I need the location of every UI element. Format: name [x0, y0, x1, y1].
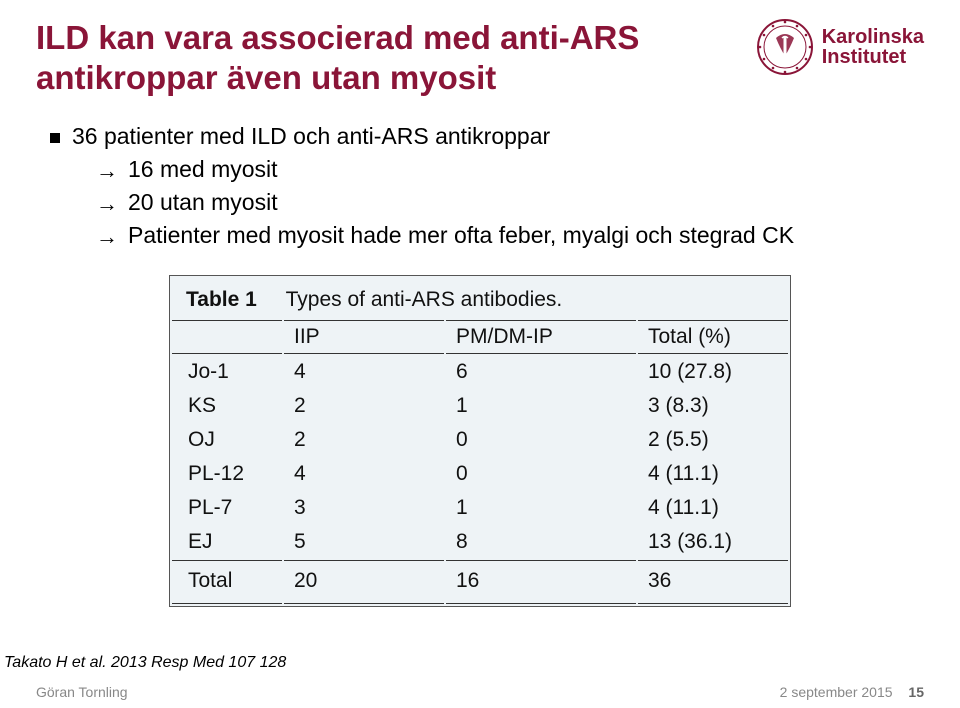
ars-table: Table 1 Types of anti-ARS antibodies. II…: [169, 275, 791, 607]
ki-logo: Karolinska Institutet: [756, 18, 924, 76]
arrow-icon: →: [96, 189, 118, 220]
bullet-sub-1: → 16 med myosit: [96, 156, 924, 187]
table-container: Table 1 Types of anti-ARS antibodies. II…: [36, 275, 924, 607]
footer-page: 15: [908, 684, 924, 700]
table-row: KS 2 1 3 (8.3): [172, 390, 788, 422]
bullet-sub-2: → 20 utan myosit: [96, 189, 924, 220]
footer-date: 2 september 2015: [780, 684, 893, 700]
bullet-main-text: 36 patienter med ILD och anti-ARS antikr…: [72, 123, 550, 150]
table-row: OJ 2 0 2 (5.5): [172, 424, 788, 456]
ki-name-line1: Karolinska: [822, 27, 924, 47]
col-pmdm: PM/DM-IP: [446, 320, 636, 354]
table-total-row: Total 20 16 36: [172, 560, 788, 604]
bullet-marker-icon: [50, 133, 60, 143]
table-caption-text: Types of anti-ARS antibodies.: [286, 288, 563, 311]
slide: ILD kan vara associerad med anti-ARS ant…: [0, 0, 960, 708]
bullet-sub-1-text: 16 med myosit: [128, 156, 278, 183]
ki-name: Karolinska Institutet: [822, 27, 924, 67]
slide-header: ILD kan vara associerad med anti-ARS ant…: [36, 18, 924, 97]
arrow-icon: →: [96, 222, 118, 253]
col-blank: [172, 320, 282, 354]
bullet-sub-3: → Patienter med myosit hade mer ofta feb…: [96, 222, 924, 253]
bullet-main: 36 patienter med ILD och anti-ARS antikr…: [50, 123, 924, 150]
table-row: EJ 5 8 13 (36.1): [172, 526, 788, 558]
footer-right: 2 september 2015 15: [780, 684, 924, 700]
ki-seal-icon: [756, 18, 814, 76]
slide-footer: Göran Tornling 2 september 2015 15: [36, 684, 924, 700]
table-caption-label: Table 1: [186, 288, 257, 311]
citation: Takato H et al. 2013 Resp Med 107 128: [4, 654, 286, 672]
bullet-list: 36 patienter med ILD och anti-ARS antikr…: [50, 123, 924, 252]
table-caption: Table 1 Types of anti-ARS antibodies.: [172, 278, 788, 318]
title-line-1: ILD kan vara associerad med anti-ARS: [36, 19, 639, 56]
table-row: PL-7 3 1 4 (11.1): [172, 492, 788, 524]
col-total: Total (%): [638, 320, 788, 354]
table-header-row: IIP PM/DM-IP Total (%): [172, 320, 788, 354]
table-row: PL-12 4 0 4 (11.1): [172, 458, 788, 490]
slide-title: ILD kan vara associerad med anti-ARS ant…: [36, 18, 639, 97]
col-iip: IIP: [284, 320, 444, 354]
bullet-sub-2-text: 20 utan myosit: [128, 189, 278, 216]
title-line-2: antikroppar även utan myosit: [36, 59, 496, 96]
bullet-sub-3-text: Patienter med myosit hade mer ofta feber…: [128, 222, 794, 249]
table-row: Jo-1 4 6 10 (27.8): [172, 356, 788, 388]
footer-author: Göran Tornling: [36, 684, 128, 700]
ki-name-line2: Institutet: [822, 47, 924, 67]
arrow-icon: →: [96, 156, 118, 187]
